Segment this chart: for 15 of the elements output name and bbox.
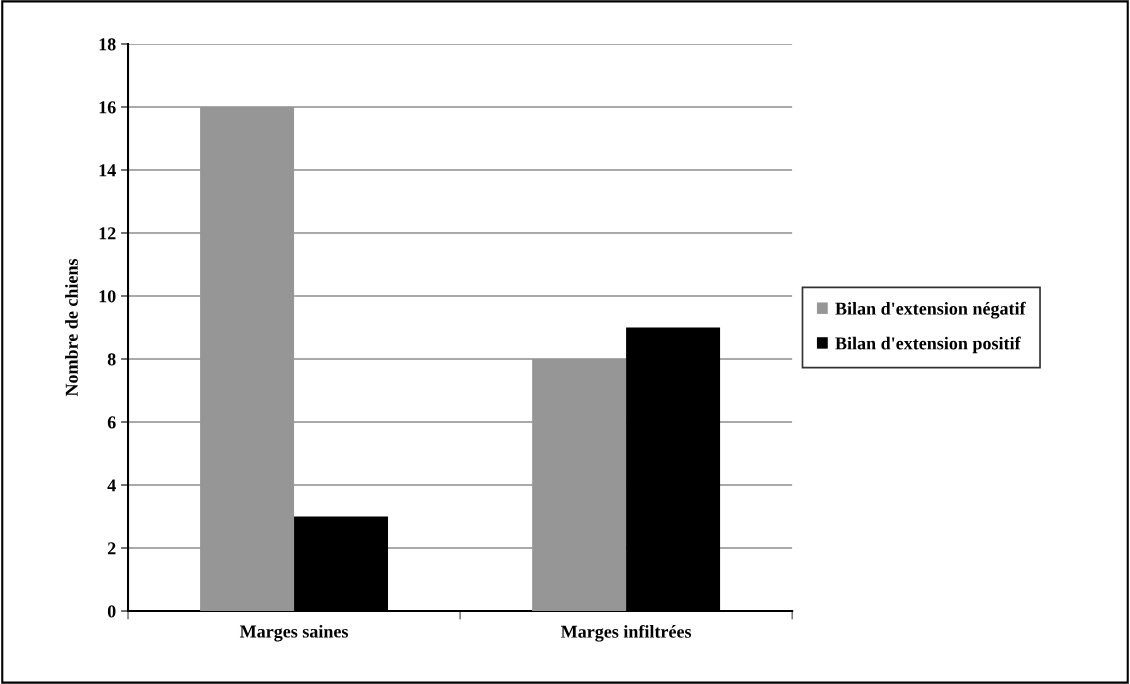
y-tick-label: 16 — [99, 101, 116, 114]
y-tick-label: 12 — [99, 227, 116, 240]
x-tick-label: Marges infiltrées — [560, 624, 692, 642]
y-tick-label: 8 — [107, 353, 116, 366]
legend-label: Bilan d'extension négatif — [835, 301, 1026, 319]
y-tick-label: 4 — [107, 479, 116, 492]
legend-label: Bilan d'extension positif — [835, 336, 1021, 354]
y-tick-label: 2 — [107, 542, 116, 555]
y-tick-label: 6 — [107, 416, 116, 429]
y-tick-label: 10 — [99, 290, 116, 303]
y-tick-label: 0 — [107, 605, 116, 618]
x-tick-label: Marges saines — [239, 624, 349, 642]
y-axis-title: Nombre de chiens — [65, 258, 78, 397]
y-tick-label: 18 — [99, 38, 116, 51]
y-tick-label: 14 — [99, 164, 116, 177]
